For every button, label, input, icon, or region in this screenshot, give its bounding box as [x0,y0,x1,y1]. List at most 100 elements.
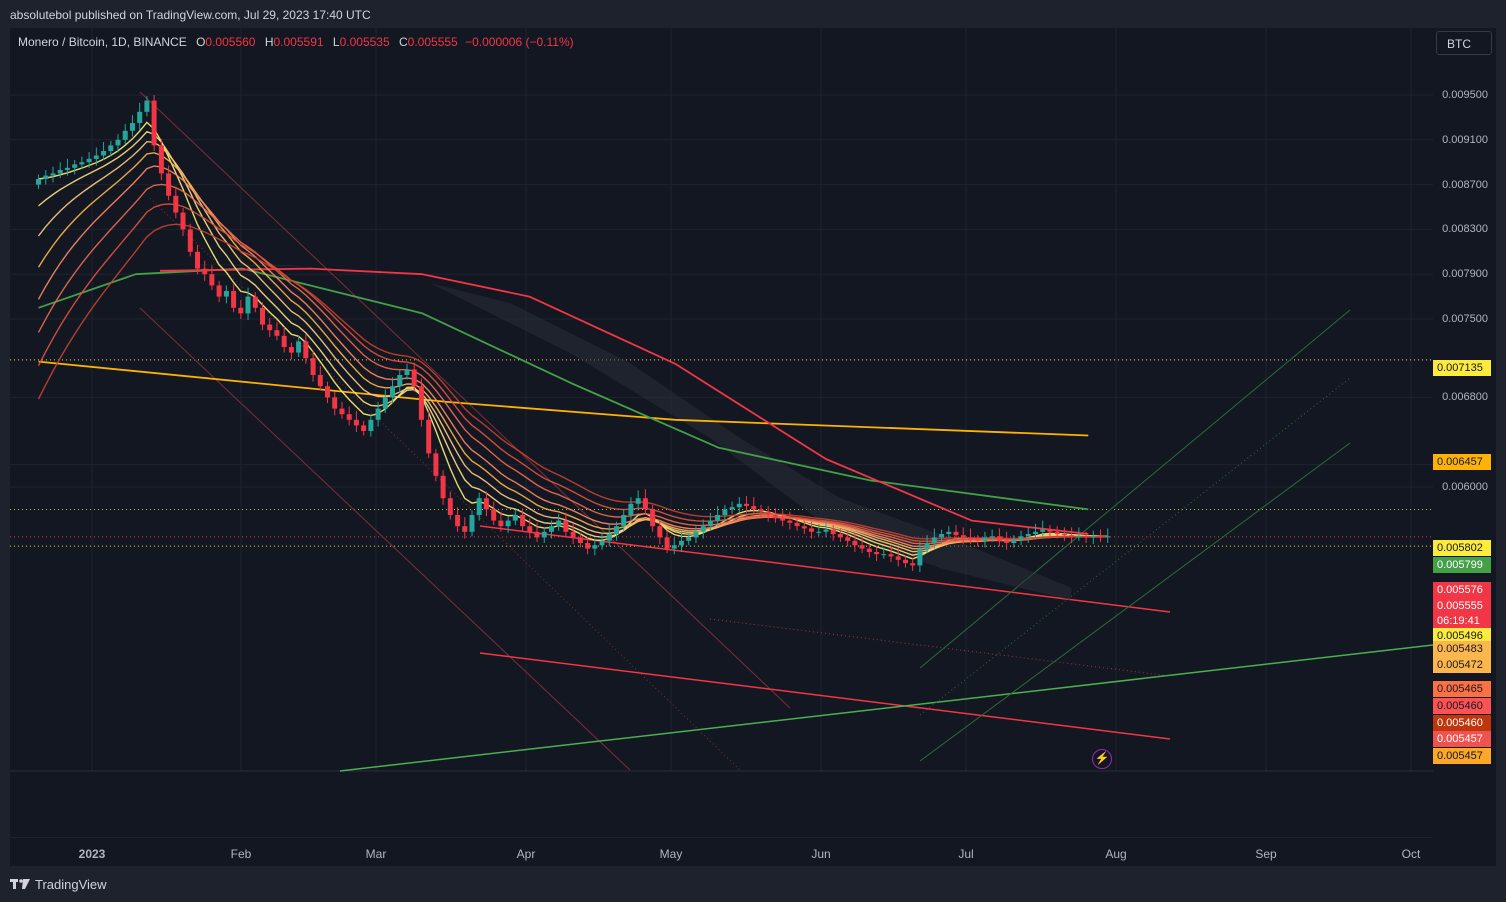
candle-body [577,537,583,543]
price-badge: 0.005496 [1433,628,1491,644]
close-value: 0.005555 [407,35,458,49]
candle-body [137,111,143,123]
candle-body [1098,536,1103,538]
candle-body [245,296,251,314]
candle-body [837,534,843,538]
tradingview-logo[interactable]: TradingView [10,877,107,892]
candle-body [375,408,381,420]
candle-body [693,531,699,538]
candle-body [433,453,439,476]
candle-body [332,397,338,409]
candle-body [216,285,222,297]
price-badge: 0.005460 [1433,698,1491,714]
candle-body [498,520,504,527]
candle-body [910,563,916,566]
footer: TradingView [0,866,1506,902]
candle-body [483,498,489,510]
candle-body [953,531,959,536]
candle-body [144,100,150,112]
candle-body [715,515,721,521]
candle-body [158,145,164,174]
high-value: 0.005591 [273,35,324,49]
candle-body [505,520,511,527]
ema-ribbon-line [37,223,1108,540]
time-axis[interactable]: 2023 Feb Mar Apr May Jun Jul Aug Sep Oct [10,838,1433,866]
chart-pane[interactable]: Monero / Bitcoin, 1D, BINANCE O0.005560 … [10,28,1496,866]
price-tick-label: 0.006800 [1442,391,1488,404]
candle-body [93,155,99,159]
price-badge: 0.005576 [1433,582,1491,598]
symbol-legend: Monero / Bitcoin, 1D, BINANCE O0.005560 … [18,35,574,49]
candle-body [707,520,713,527]
candle-body [621,515,627,527]
time-tick-label: Apr [516,847,536,861]
candle-body [1025,534,1031,537]
candle-body [238,307,244,314]
time-tick-label: Jul [958,847,974,861]
candle-body [968,537,973,540]
candle-body [1047,529,1053,532]
candle-body [794,522,800,527]
candles [36,95,1111,573]
price-tick-label: 0.006000 [1442,481,1488,493]
candle-body [722,509,728,515]
candle-body [108,145,114,151]
candle-body [960,535,966,538]
change-value: −0.000006 (−0.11%) [465,35,574,49]
wedge-lower-line [479,652,1171,740]
candle-body [664,537,670,549]
candle-body [382,397,388,409]
candle-body [679,540,684,546]
candle-body [866,548,872,552]
candle-body [1018,536,1024,540]
ma-line [38,360,1089,437]
currency-button[interactable]: BTC [1436,31,1492,55]
candle-body [368,419,374,431]
ema-ribbon-line [37,165,1108,548]
candle-body [1069,535,1075,537]
publish-header: absolutebol published on TradingView.com… [0,0,1506,28]
candle-body [296,341,302,353]
candle-body [787,520,793,523]
candle-body [252,296,258,308]
candle-body [859,545,865,549]
price-tick-label: 0.008700 [1442,178,1488,191]
price-badge: 0.005802 [1433,540,1491,556]
up-channel-upper [919,309,1351,669]
price-tick-label: 0.007900 [1442,268,1488,281]
candle-body [614,526,619,534]
price-plot[interactable] [10,28,1433,838]
candle-body [79,162,85,165]
low-label: L [332,35,340,49]
lightning-icon[interactable]: ⚡ [1092,749,1112,769]
low-value: 0.005535 [339,35,390,49]
candle-body [1076,536,1082,538]
candle-body [642,498,648,510]
candle-body [772,515,778,519]
candle-body [267,324,273,331]
candle-body [744,503,749,506]
price-axis[interactable]: 0.009500 0.009100 0.008700 0.008300 0.007900… [1433,28,1496,838]
price-tick-label: 0.008300 [1442,223,1488,236]
candle-body [1090,536,1096,538]
ema-ribbon-line [37,140,1108,553]
candle-body [426,419,432,454]
ma-cloud [160,264,1072,600]
candle-body [64,167,70,170]
time-tick-label: Sep [1255,847,1277,861]
candle-body [50,173,56,176]
time-tick-label: Jun [811,847,831,861]
candle-body [520,515,526,527]
candle-body [541,531,547,538]
candle-body [281,335,287,347]
candle-body [939,534,945,538]
symbol-title: Monero / Bitcoin, 1D, BINANCE [18,35,187,49]
price-badge: 0.005472 [1433,657,1491,673]
candle-body [274,330,280,336]
price-badge: 0.005483 [1433,641,1491,657]
price-badge: 0.005799 [1433,557,1491,573]
candle-body [975,539,981,541]
candle-body [166,173,172,196]
price-badge: 0.005457 [1433,748,1491,764]
candle-body [816,531,822,533]
